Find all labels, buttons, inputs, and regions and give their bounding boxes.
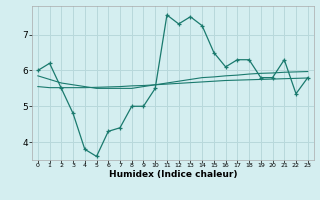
X-axis label: Humidex (Indice chaleur): Humidex (Indice chaleur) [108, 170, 237, 179]
